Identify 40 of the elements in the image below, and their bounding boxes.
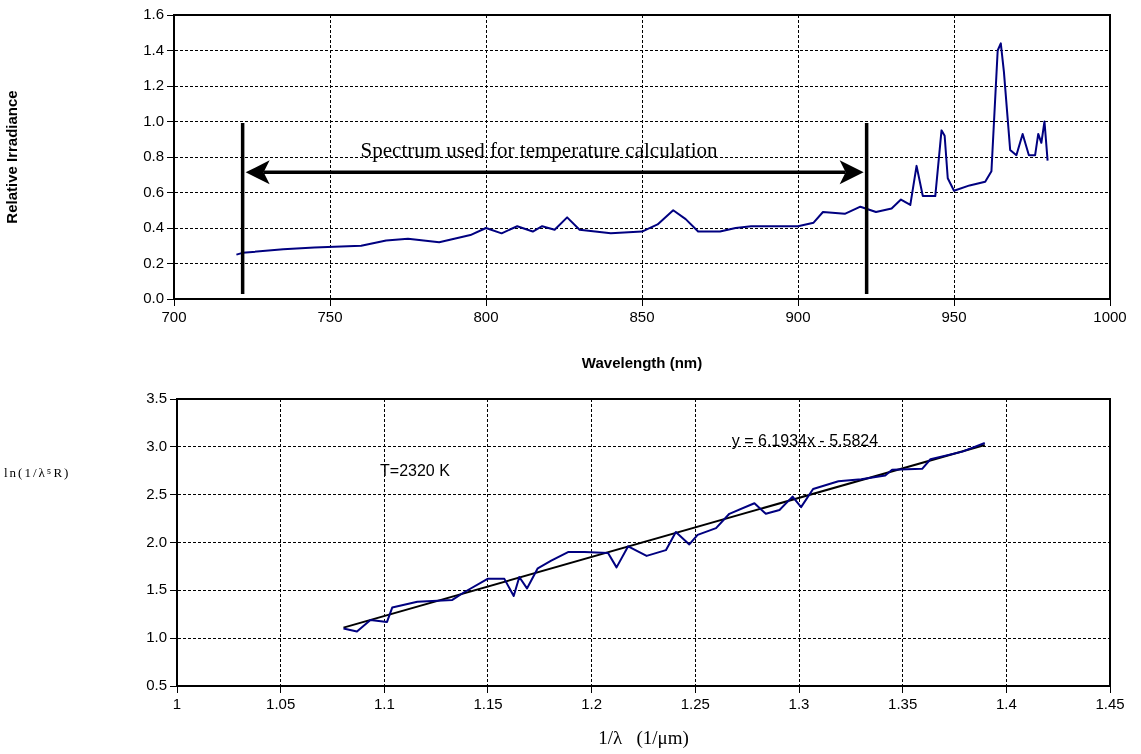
annotation: Spectrum used for temperature calculation [360,137,718,162]
annotation: y = 6.1934x - 5.5824 [731,432,879,450]
y-tick-label: 2.5 [146,484,167,502]
y-tick-label: 1.5 [146,580,167,598]
x-tick-label: 1000 [1093,308,1127,326]
x-tick-label: 850 [629,308,655,326]
y-axis-title: Relative Irradiance [3,90,21,224]
y-tick-label: 1.0 [146,628,167,646]
x-tick-label: 1.45 [1095,695,1125,713]
y-tick-label: 0.6 [143,182,164,200]
y-tick-label: 0.5 [146,676,167,694]
x-axis-title: 1/λ (1/μm) [598,726,689,749]
y-tick-label: 1.0 [143,111,164,129]
y-tick-label: 1.6 [143,5,164,23]
x-tick-label: 900 [785,308,811,326]
y-tick-label: 2.0 [146,532,167,550]
y-tick-label: 3.0 [146,436,167,454]
y-tick-label: 1.2 [143,76,164,94]
y-tick-label: 0.4 [143,218,164,236]
x-tick-label: 700 [161,308,187,326]
y-tick-label: 0.2 [143,253,164,271]
y-axis-title: ln(1/λ⁵R) [4,465,71,481]
x-tick-label: 750 [317,308,343,326]
x-tick-label: 1 [172,695,182,713]
x-tick-label: 1.2 [581,695,603,713]
x-tick-label: 1.3 [788,695,810,713]
y-tick-label: 3.5 [146,389,167,407]
y-tick-label: 1.4 [143,40,164,58]
x-tick-label: 1.1 [373,695,395,713]
y-tick-label: 0.0 [143,289,164,307]
x-tick-label: 950 [941,308,967,326]
x-axis-title: Wavelength (nm) [581,354,703,372]
x-tick-label: 1.35 [888,695,918,713]
x-tick-label: 1.05 [266,695,296,713]
x-tick-label: 800 [473,308,499,326]
x-tick-label: 1.4 [995,695,1017,713]
annotation: T=2320 K [380,462,451,480]
x-tick-label: 1.25 [680,695,710,713]
y-tick-label: 0.8 [143,147,164,165]
x-tick-label: 1.15 [473,695,503,713]
